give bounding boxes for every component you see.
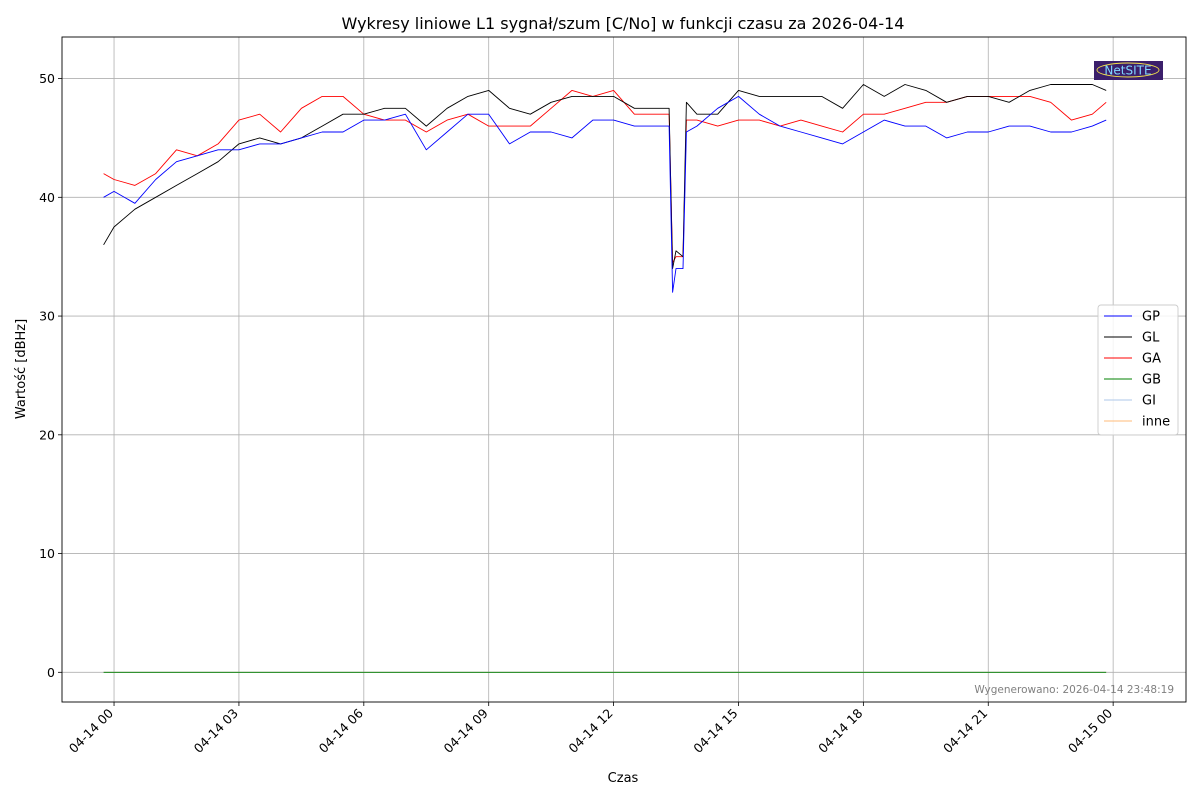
x-tick-label: 04-14 21 [940, 706, 990, 756]
y-tick-label: 30 [39, 309, 55, 324]
x-tick-label: 04-14 18 [815, 705, 865, 755]
y-tick-label: 0 [47, 665, 55, 680]
x-axis-label: Czas [608, 771, 639, 786]
x-tick-label: 04-14 15 [690, 706, 740, 756]
y-axis-label: Wartość [dBHz] [14, 319, 29, 419]
legend-label-gi: GI [1142, 394, 1156, 409]
y-tick-label: 50 [39, 71, 55, 86]
series-layer [103, 84, 1107, 673]
x-tick-label: 04-14 06 [316, 705, 366, 755]
legend-label-inne: inne [1142, 415, 1170, 430]
x-tick-label: 04-14 00 [66, 705, 116, 755]
series-line-ga [103, 89, 1107, 264]
plot-frame [61, 36, 1187, 703]
logo: NetSITE [1094, 61, 1163, 80]
grid [62, 37, 1186, 702]
legend: GP GL GA GB GI inne [1097, 304, 1179, 436]
legend-label-gl: GL [1142, 331, 1160, 346]
y-tick-label: 20 [39, 427, 55, 442]
legend-label-gb: GB [1142, 373, 1161, 388]
x-tick-label: 04-15 00 [1065, 705, 1115, 755]
y-tick-label: 40 [39, 190, 55, 205]
series-line-gl [103, 84, 1107, 270]
ticks: 04-14 00 04-14 03 04-14 06 04-14 09 04-14 12… [39, 71, 1115, 756]
series-line-gp [103, 95, 1107, 293]
x-tick-label: 04-14 03 [191, 706, 241, 756]
generated-timestamp: Wygenerowano: 2026-04-14 23:48:19 [974, 684, 1174, 696]
x-tick-label: 04-14 12 [565, 706, 615, 756]
legend-label-ga: GA [1142, 352, 1161, 367]
logo-background [1094, 61, 1163, 80]
y-tick-label: 10 [39, 546, 55, 561]
chart-title: Wykresy liniowe L1 sygnał/szum [C/No] w … [342, 14, 905, 33]
legend-label-gp: GP [1142, 310, 1160, 325]
logo-ellipse [1096, 62, 1160, 78]
x-tick-label: 04-14 09 [440, 705, 490, 755]
logo-text: NetSITE [1104, 64, 1151, 78]
